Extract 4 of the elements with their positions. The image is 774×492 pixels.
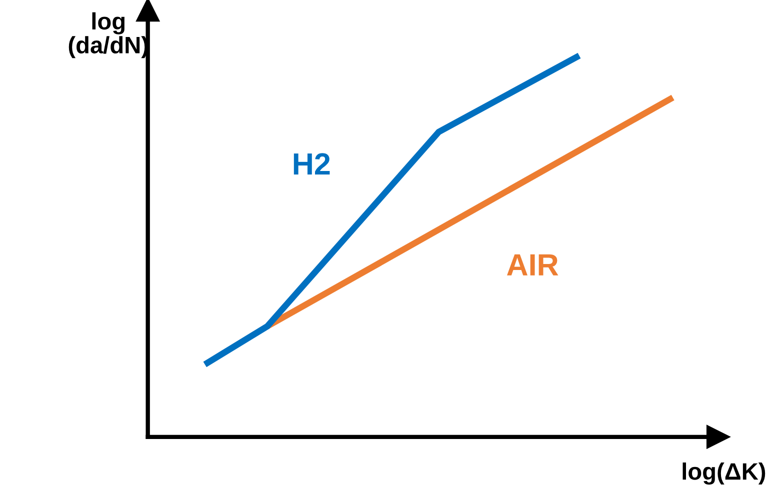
series-label: H2 — [294, 153, 330, 174]
y-axis-title: log (da/dN) — [68, 12, 148, 58]
series-label: AIR — [507, 254, 558, 276]
x-axis-title: log(ΔK) — [682, 462, 766, 485]
